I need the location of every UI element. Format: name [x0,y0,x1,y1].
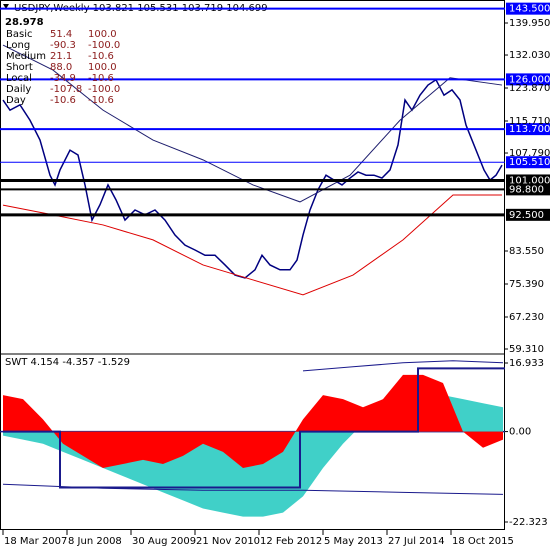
level-label-box [506,183,550,196]
level-label: 101.000 [509,175,550,186]
level-label-box [506,123,550,136]
sub-title: SWT 4.154 -4.357 -1.529 [5,357,130,368]
table-cell: 21.1 [50,51,72,62]
level-label: 126.000 [509,74,550,85]
level-label-box [506,208,550,221]
y-tick-label: 16.933 [509,358,544,369]
x-tick-label: 21 Nov 2010 [196,536,260,547]
menu-icon [3,4,9,9]
level-label: 113.700 [509,124,550,135]
table-cell: 100.0 [88,62,117,73]
x-tick-label: 18 Oct 2015 [452,536,514,547]
level-label: 105.510 [509,157,550,168]
table-cell: -100.0 [88,84,120,95]
level-label: 92.500 [509,210,544,221]
x-tick-label: 30 Aug 2009 [132,536,196,547]
area [3,374,503,469]
y-tick-label: 123.870 [509,83,550,94]
table-cell: -10.6 [50,95,76,106]
line [2,483,504,495]
table-cell: Local [6,73,32,84]
step-line [3,367,505,489]
table-cell: -10.6 [88,73,114,84]
y-tick-label: 75.390 [509,279,544,290]
y-tick-label: 0.00 [509,427,531,438]
table-cell: Short [6,62,33,73]
table-cell: Daily [6,84,31,95]
y-tick-label: 132.030 [509,50,550,61]
table-cell: -100.0 [88,40,120,51]
level-label-box [506,2,550,15]
y-tick-label: 59.310 [509,344,544,355]
level-label-box [506,73,550,86]
x-tick-label: 8 Jun 2008 [68,536,122,547]
table-cell: 88.0 [50,62,72,73]
table-cell: Day [6,95,26,106]
x-tick-label: 18 Mar 2007 [4,536,67,547]
table-cell: 100.0 [88,29,117,40]
x-tick-label: 12 Feb 2012 [260,536,322,547]
x-tick-label: 5 May 2013 [324,536,383,547]
table-cell: Medium [6,51,46,62]
x-tick-label: 27 Jul 2014 [388,536,445,547]
level-label-box [506,156,550,169]
level-label: 98.800 [509,184,544,195]
line [2,194,502,296]
table-cell: Basic [6,29,32,40]
table-cell: 51.4 [50,29,72,40]
table-cell: -90.3 [50,40,76,51]
table-cell: Long [6,40,30,51]
indicator-value: 28.978 [5,17,44,28]
y-tick-label: 67.230 [509,312,544,323]
y-tick-label: 83.550 [509,246,544,257]
y-tick-label: 107.790 [509,148,550,159]
line [2,44,503,203]
y-tick-label: 115.710 [509,116,550,127]
table-cell: -10.6 [88,95,114,106]
y-tick-label: 139.950 [509,18,550,29]
level-label: 143.500 [509,4,550,15]
y-tick-label: -22.323 [509,517,548,528]
table-cell: -10.6 [88,51,114,62]
line [2,78,503,279]
table-cell: -107.8 [50,84,82,95]
table-cell: -34.9 [50,73,76,84]
line [302,360,504,372]
